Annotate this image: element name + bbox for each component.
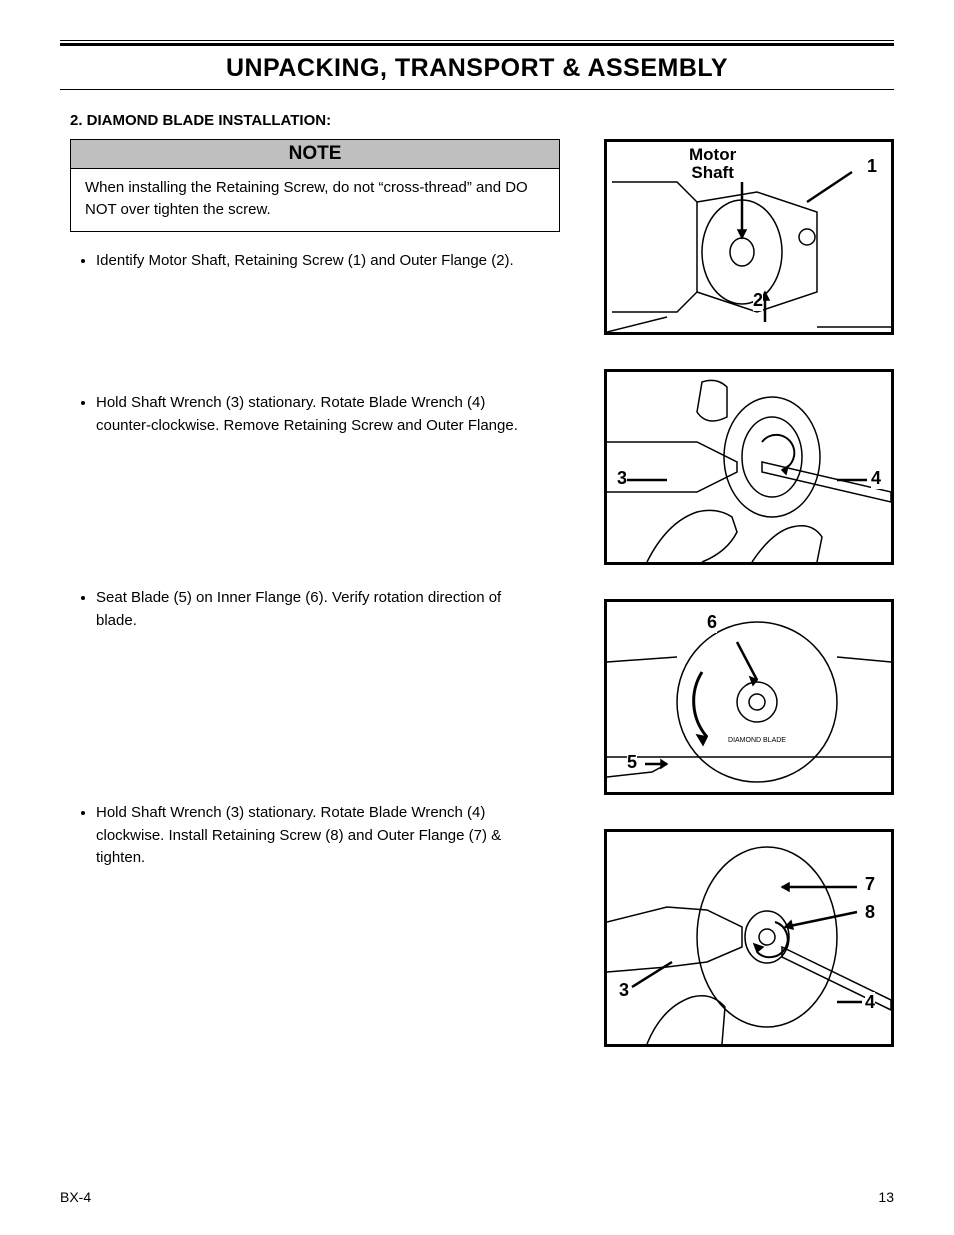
label-3: 3 (617, 468, 627, 489)
label-8: 8 (865, 902, 875, 923)
step-item: Hold Shaft Wrench (3) stationary. Rotate… (96, 392, 580, 437)
figure-4-svg (607, 832, 891, 1044)
label-7: 7 (865, 874, 875, 895)
figure-1-svg (607, 142, 891, 332)
section-heading: 2. DIAMOND BLADE INSTALLATION: (70, 112, 894, 129)
left-column: NOTE When installing the Retaining Screw… (60, 139, 580, 870)
figure-3: DIAMOND BLADE 6 5 (604, 599, 894, 795)
figure-2-svg (607, 372, 891, 562)
label-2: 2 (753, 290, 763, 311)
note-body: When installing the Retaining Screw, do … (71, 169, 559, 231)
content-area: NOTE When installing the Retaining Screw… (60, 139, 894, 870)
footer-page-number: 13 (878, 1189, 894, 1205)
page-title: UNPACKING, TRANSPORT & ASSEMBLY (60, 54, 894, 83)
note-box: NOTE When installing the Retaining Screw… (70, 139, 560, 232)
step-item: Hold Shaft Wrench (3) stationary. Rotate… (96, 802, 580, 870)
rule-top (60, 40, 894, 46)
step-list: Identify Motor Shaft, Retaining Screw (1… (60, 250, 580, 273)
step-item: Identify Motor Shaft, Retaining Screw (1… (96, 250, 580, 273)
step-item: Seat Blade (5) on Inner Flange (6). Veri… (96, 587, 580, 632)
note-heading: NOTE (71, 140, 559, 169)
step-list: Hold Shaft Wrench (3) stationary. Rotate… (60, 392, 580, 437)
figure-4: 7 8 3 4 (604, 829, 894, 1047)
label-4b: 4 (865, 992, 875, 1013)
page-footer: BX-4 13 (60, 1189, 894, 1205)
label-4: 4 (871, 468, 881, 489)
footer-model: BX-4 (60, 1189, 91, 1205)
label-5: 5 (627, 752, 637, 773)
figure-1: Motor Shaft 1 2 (604, 139, 894, 335)
label-3b: 3 (619, 980, 629, 1001)
label-6: 6 (707, 612, 717, 633)
svg-text:DIAMOND BLADE: DIAMOND BLADE (728, 737, 786, 744)
figure-3-svg: DIAMOND BLADE (607, 602, 891, 792)
label-motor-shaft: Motor Shaft (689, 146, 736, 182)
page: UNPACKING, TRANSPORT & ASSEMBLY 2. DIAMO… (0, 0, 954, 1235)
step-list: Hold Shaft Wrench (3) stationary. Rotate… (60, 802, 580, 870)
label-1: 1 (867, 156, 877, 177)
figure-2: 3 4 (604, 369, 894, 565)
step-list: Seat Blade (5) on Inner Flange (6). Veri… (60, 587, 580, 632)
rule-bottom (60, 89, 894, 90)
